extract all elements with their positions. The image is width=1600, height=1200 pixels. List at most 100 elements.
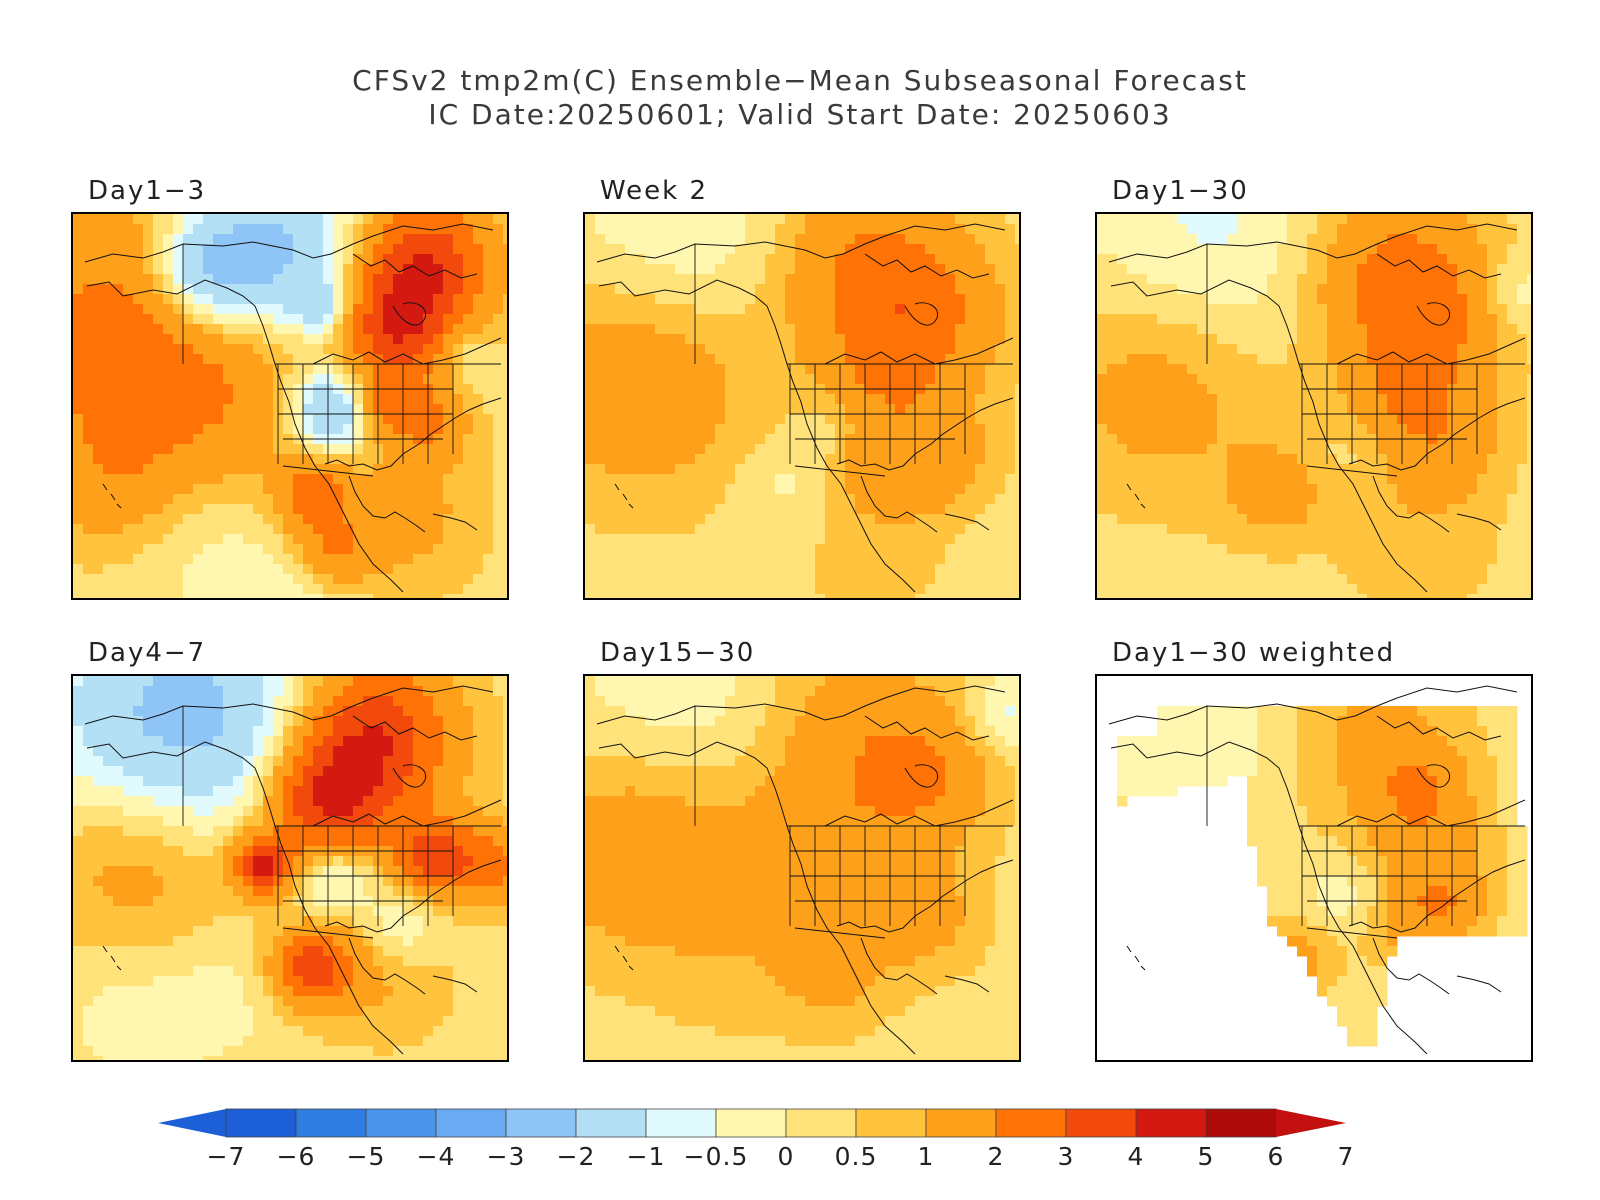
anomaly-cell: [725, 554, 736, 565]
anomaly-cell: [363, 484, 374, 495]
anomaly-cell: [965, 234, 976, 245]
anomaly-cell: [1467, 444, 1478, 455]
anomaly-cell: [403, 404, 414, 415]
anomaly-cell: [585, 244, 596, 255]
anomaly-cell: [333, 374, 344, 385]
anomaly-cell: [1317, 364, 1328, 375]
anomaly-cell: [1357, 444, 1368, 455]
anomaly-cell: [1217, 394, 1228, 405]
anomaly-cell: [1517, 364, 1528, 375]
anomaly-cell: [473, 324, 484, 335]
anomaly-cell: [1287, 534, 1298, 545]
anomaly-cell: [755, 494, 766, 505]
anomaly-cell: [1227, 304, 1238, 315]
anomaly-cell: [93, 314, 104, 325]
anomaly-cell: [83, 384, 94, 395]
anomaly-cell: [1247, 554, 1258, 565]
anomaly-cell: [233, 544, 244, 555]
anomaly-cell: [1387, 264, 1398, 275]
anomaly-cell: [815, 394, 826, 405]
anomaly-cell: [885, 514, 896, 525]
anomaly-cell: [433, 294, 444, 305]
anomaly-cell: [203, 514, 214, 525]
anomaly-cell: [745, 564, 756, 575]
anomaly-cell: [675, 544, 686, 555]
anomaly-cell: [965, 404, 976, 415]
anomaly-cell: [945, 344, 956, 355]
anomaly-cell: [605, 374, 616, 385]
anomaly-cell: [1147, 464, 1158, 475]
anomaly-cell: [745, 334, 756, 345]
anomaly-cell: [213, 324, 224, 335]
anomaly-cell: [273, 524, 284, 535]
anomaly-cell: [765, 574, 776, 585]
anomaly-cell: [163, 464, 174, 475]
anomaly-cell: [1287, 504, 1298, 515]
anomaly-cell: [203, 244, 214, 255]
anomaly-cell: [1267, 254, 1278, 265]
anomaly-cell: [133, 474, 144, 485]
anomaly-cell: [253, 324, 264, 335]
anomaly-cell: [163, 404, 174, 415]
anomaly-cell: [383, 344, 394, 355]
anomaly-cell: [625, 254, 636, 265]
anomaly-cell: [273, 484, 284, 495]
anomaly-cell: [1327, 304, 1338, 315]
anomaly-cell: [675, 434, 686, 445]
anomaly-cell: [1157, 354, 1168, 365]
anomaly-cell: [83, 244, 94, 255]
anomaly-cell: [1005, 434, 1016, 445]
anomaly-cell: [1457, 214, 1468, 225]
anomaly-cell: [453, 374, 464, 385]
anomaly-cell: [1257, 294, 1268, 305]
anomaly-cell: [1237, 374, 1248, 385]
anomaly-cell: [745, 224, 756, 235]
anomaly-cell: [1367, 284, 1378, 295]
anomaly-cell: [1207, 554, 1218, 565]
anomaly-cell: [915, 564, 926, 575]
anomaly-cell: [1015, 224, 1019, 235]
anomaly-cell: [915, 314, 926, 325]
anomaly-cell: [393, 414, 404, 425]
anomaly-cell: [615, 234, 626, 245]
anomaly-cell: [473, 214, 484, 225]
anomaly-cell: [775, 304, 786, 315]
anomaly-cell: [463, 504, 474, 515]
anomaly-cell: [855, 544, 866, 555]
anomaly-cell: [503, 424, 507, 435]
anomaly-cell: [765, 544, 776, 555]
anomaly-cell: [625, 424, 636, 435]
anomaly-cell: [93, 364, 104, 375]
anomaly-cell: [113, 374, 124, 385]
anomaly-cell: [1497, 334, 1508, 345]
anomaly-cell: [1097, 354, 1108, 365]
anomaly-cell: [153, 234, 164, 245]
anomaly-cell: [123, 474, 134, 485]
anomaly-cell: [935, 534, 946, 545]
anomaly-cell: [1357, 314, 1368, 325]
anomaly-cell: [1487, 474, 1498, 485]
anomaly-cell: [1167, 214, 1178, 225]
anomaly-cell: [1207, 224, 1218, 235]
anomaly-cell: [1247, 354, 1258, 365]
anomaly-cell: [263, 374, 274, 385]
anomaly-cell: [313, 374, 324, 385]
anomaly-cell: [263, 224, 274, 235]
anomaly-cell: [1447, 334, 1458, 345]
anomaly-cell: [153, 354, 164, 365]
anomaly-cell: [143, 544, 154, 555]
anomaly-cell: [413, 504, 424, 515]
anomaly-cell: [153, 274, 164, 285]
anomaly-cell: [143, 474, 154, 485]
anomaly-cell: [925, 324, 936, 335]
anomaly-cell: [393, 244, 404, 255]
anomaly-cell: [143, 314, 154, 325]
anomaly-cell: [1437, 224, 1448, 235]
anomaly-cell: [1487, 434, 1498, 445]
anomaly-cell: [233, 424, 244, 435]
anomaly-cell: [1127, 414, 1138, 425]
anomaly-cell: [113, 504, 124, 515]
anomaly-cell: [373, 514, 384, 525]
anomaly-cell: [715, 354, 726, 365]
anomaly-cell: [1227, 534, 1238, 545]
